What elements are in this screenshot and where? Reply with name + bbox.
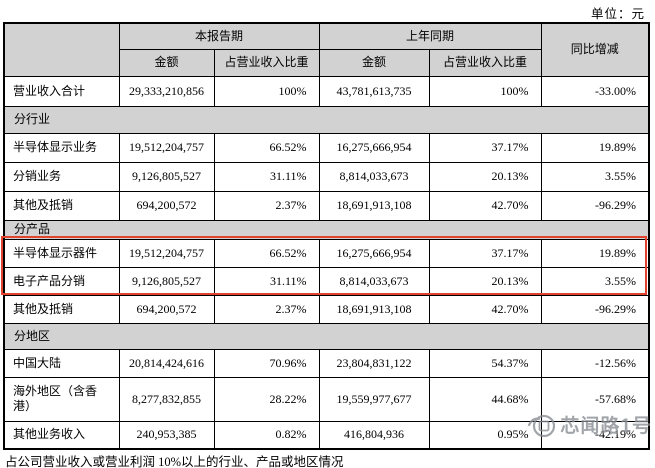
row-label-cell: 其他及抵销	[3, 294, 120, 324]
row-label-cell: 其他业务收入	[3, 420, 120, 450]
amount-current-cell: 694,200,572	[118, 294, 215, 324]
yoy-cell: -42.19%	[540, 420, 650, 450]
amount-prior-cell: 8,814,033,673	[318, 161, 430, 192]
pct-current-cell: 0.82%	[213, 420, 320, 450]
section-row: 分行业	[3, 105, 650, 134]
amount-prior-cell: 43,781,613,735	[318, 75, 430, 107]
yoy-header: 同比增减	[540, 22, 650, 77]
amount-prior-cell: 416,804,936	[318, 420, 430, 450]
row-label-cell: 半导体显示器件	[3, 238, 120, 268]
pct-current-cell: 2.37%	[213, 294, 320, 324]
pct-prior-cell: 44.68%	[428, 376, 542, 422]
amount-prior-cell: 18,691,913,108	[318, 190, 430, 221]
section-label: 分地区	[3, 322, 650, 350]
revenue-table: 本报告期 上年同期 同比增减 金额 占营业收入比重 金额 占营业收入比重 营业收…	[3, 22, 651, 450]
pct-prior-cell: 100%	[428, 75, 542, 107]
table-row: 营业收入合计 29,333,210,856 100% 43,781,613,735 10…	[3, 75, 650, 107]
row-label-cell: 半导体显示业务	[3, 132, 120, 163]
section-row: 分产品	[3, 219, 650, 240]
amount-prior-cell: 16,275,666,954	[318, 132, 430, 163]
pct-current-cell: 31.11%	[213, 266, 320, 296]
table-row: 电子产品分销 9,126,805,527 31.11% 8,814,033,673 20…	[3, 266, 650, 296]
amount-current-cell: 9,126,805,527	[118, 161, 215, 192]
amount-current-cell: 240,953,385	[118, 420, 215, 450]
pct-current-cell: 66.52%	[213, 132, 320, 163]
amount-current-cell: 20,814,424,616	[118, 348, 215, 378]
pct-header-prior: 占营业收入比重	[428, 48, 542, 77]
pct-header-current: 占营业收入比重	[213, 48, 320, 77]
pct-current-cell: 28.22%	[213, 376, 320, 422]
yoy-cell: -33.00%	[540, 75, 650, 107]
corner-cell	[3, 22, 120, 77]
row-label-cell: 分销业务	[3, 161, 120, 192]
amount-current-cell: 19,512,204,757	[118, 132, 215, 163]
table-row: 半导体显示器件 19,512,204,757 66.52% 16,275,666,95…	[3, 238, 650, 268]
yoy-cell: 19.89%	[540, 132, 650, 163]
yoy-cell: 3.55%	[540, 161, 650, 192]
row-label-cell: 营业收入合计	[3, 75, 120, 107]
table-row: 半导体显示业务 19,512,204,757 66.52% 16,275,666,95…	[3, 132, 650, 163]
pct-current-cell: 70.96%	[213, 348, 320, 378]
table-row: 其他及抵销 694,200,572 2.37% 18,691,913,108 42.70…	[3, 294, 650, 324]
yoy-cell: -57.68%	[540, 376, 650, 422]
row-label-cell: 海外地区（含香港）	[3, 376, 120, 422]
section-row: 分地区	[3, 322, 650, 350]
yoy-cell: -96.29%	[540, 294, 650, 324]
pct-prior-cell: 20.13%	[428, 266, 542, 296]
amount-prior-cell: 23,804,831,122	[318, 348, 430, 378]
amount-header-current: 金额	[118, 48, 215, 77]
table-row: 中国大陆 20,814,424,616 70.96% 23,804,831,122 54…	[3, 348, 650, 378]
pct-prior-cell: 37.17%	[428, 238, 542, 268]
prior-period-header: 上年同期	[318, 22, 542, 50]
pct-prior-cell: 20.13%	[428, 161, 542, 192]
row-label-cell: 电子产品分销	[3, 266, 120, 296]
amount-current-cell: 9,126,805,527	[118, 266, 215, 296]
amount-header-prior: 金额	[318, 48, 430, 77]
pct-current-cell: 100%	[213, 75, 320, 107]
row-label-cell: 其他及抵销	[3, 190, 120, 221]
pct-current-cell: 31.11%	[213, 161, 320, 192]
amount-current-cell: 19,512,204,757	[118, 238, 215, 268]
pct-current-cell: 66.52%	[213, 238, 320, 268]
header-row-metrics: 金额 占营业收入比重 金额 占营业收入比重	[4, 48, 649, 77]
pct-prior-cell: 54.37%	[428, 348, 542, 378]
section-label: 分产品	[3, 219, 650, 240]
yoy-cell: -96.29%	[540, 190, 650, 221]
footer-note: 占公司营业收入或营业利润 10%以上的行业、产品或地区情况	[5, 455, 344, 468]
pct-prior-cell: 42.70%	[428, 294, 542, 324]
yoy-cell: 19.89%	[540, 238, 650, 268]
amount-prior-cell: 18,691,913,108	[318, 294, 430, 324]
pct-current-cell: 2.37%	[213, 190, 320, 221]
pct-prior-cell: 0.95%	[428, 420, 542, 450]
amount-current-cell: 29,333,210,856	[118, 75, 215, 107]
amount-current-cell: 694,200,572	[118, 190, 215, 221]
table-row: 海外地区（含香港） 8,277,832,855 28.22% 19,559,977,6…	[3, 376, 650, 422]
unit-label: 单位：元	[590, 7, 645, 21]
header-row-periods: 本报告期 上年同期 同比增减	[3, 22, 650, 77]
row-label-cell: 中国大陆	[3, 348, 120, 378]
pct-prior-cell: 42.70%	[428, 190, 542, 221]
amount-current-cell: 8,277,832,855	[118, 376, 215, 422]
amount-prior-cell: 8,814,033,673	[318, 266, 430, 296]
section-label: 分行业	[3, 105, 650, 134]
yoy-cell: 3.55%	[540, 266, 650, 296]
table-row: 其他业务收入 240,953,385 0.82% 416,804,936 0.95% -4…	[3, 420, 650, 450]
amount-prior-cell: 19,559,977,677	[318, 376, 430, 422]
table-row: 分销业务 9,126,805,527 31.11% 8,814,033,673 20.1…	[3, 161, 650, 192]
current-period-header: 本报告期	[118, 22, 320, 50]
amount-prior-cell: 16,275,666,954	[318, 238, 430, 268]
pct-prior-cell: 37.17%	[428, 132, 542, 163]
yoy-cell: -12.56%	[540, 348, 650, 378]
table-row: 其他及抵销 694,200,572 2.37% 18,691,913,108 42.70…	[3, 190, 650, 221]
